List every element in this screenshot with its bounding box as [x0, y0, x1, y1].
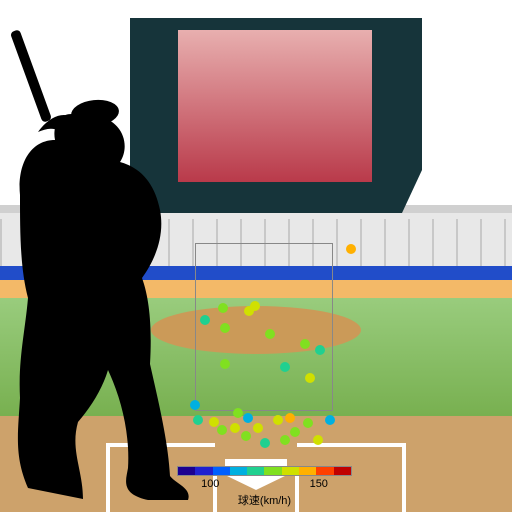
colorbar-gradient — [177, 466, 352, 476]
colorbar: 100150球速(km/h) — [177, 466, 352, 476]
batter-silhouette — [0, 0, 512, 512]
colorbar-tick: 150 — [310, 478, 328, 490]
colorbar-label: 球速(km/h) — [238, 492, 291, 508]
pitch-chart: 100 150 球速(km/h) — [0, 0, 512, 512]
colorbar-tick: 100 — [201, 478, 219, 490]
